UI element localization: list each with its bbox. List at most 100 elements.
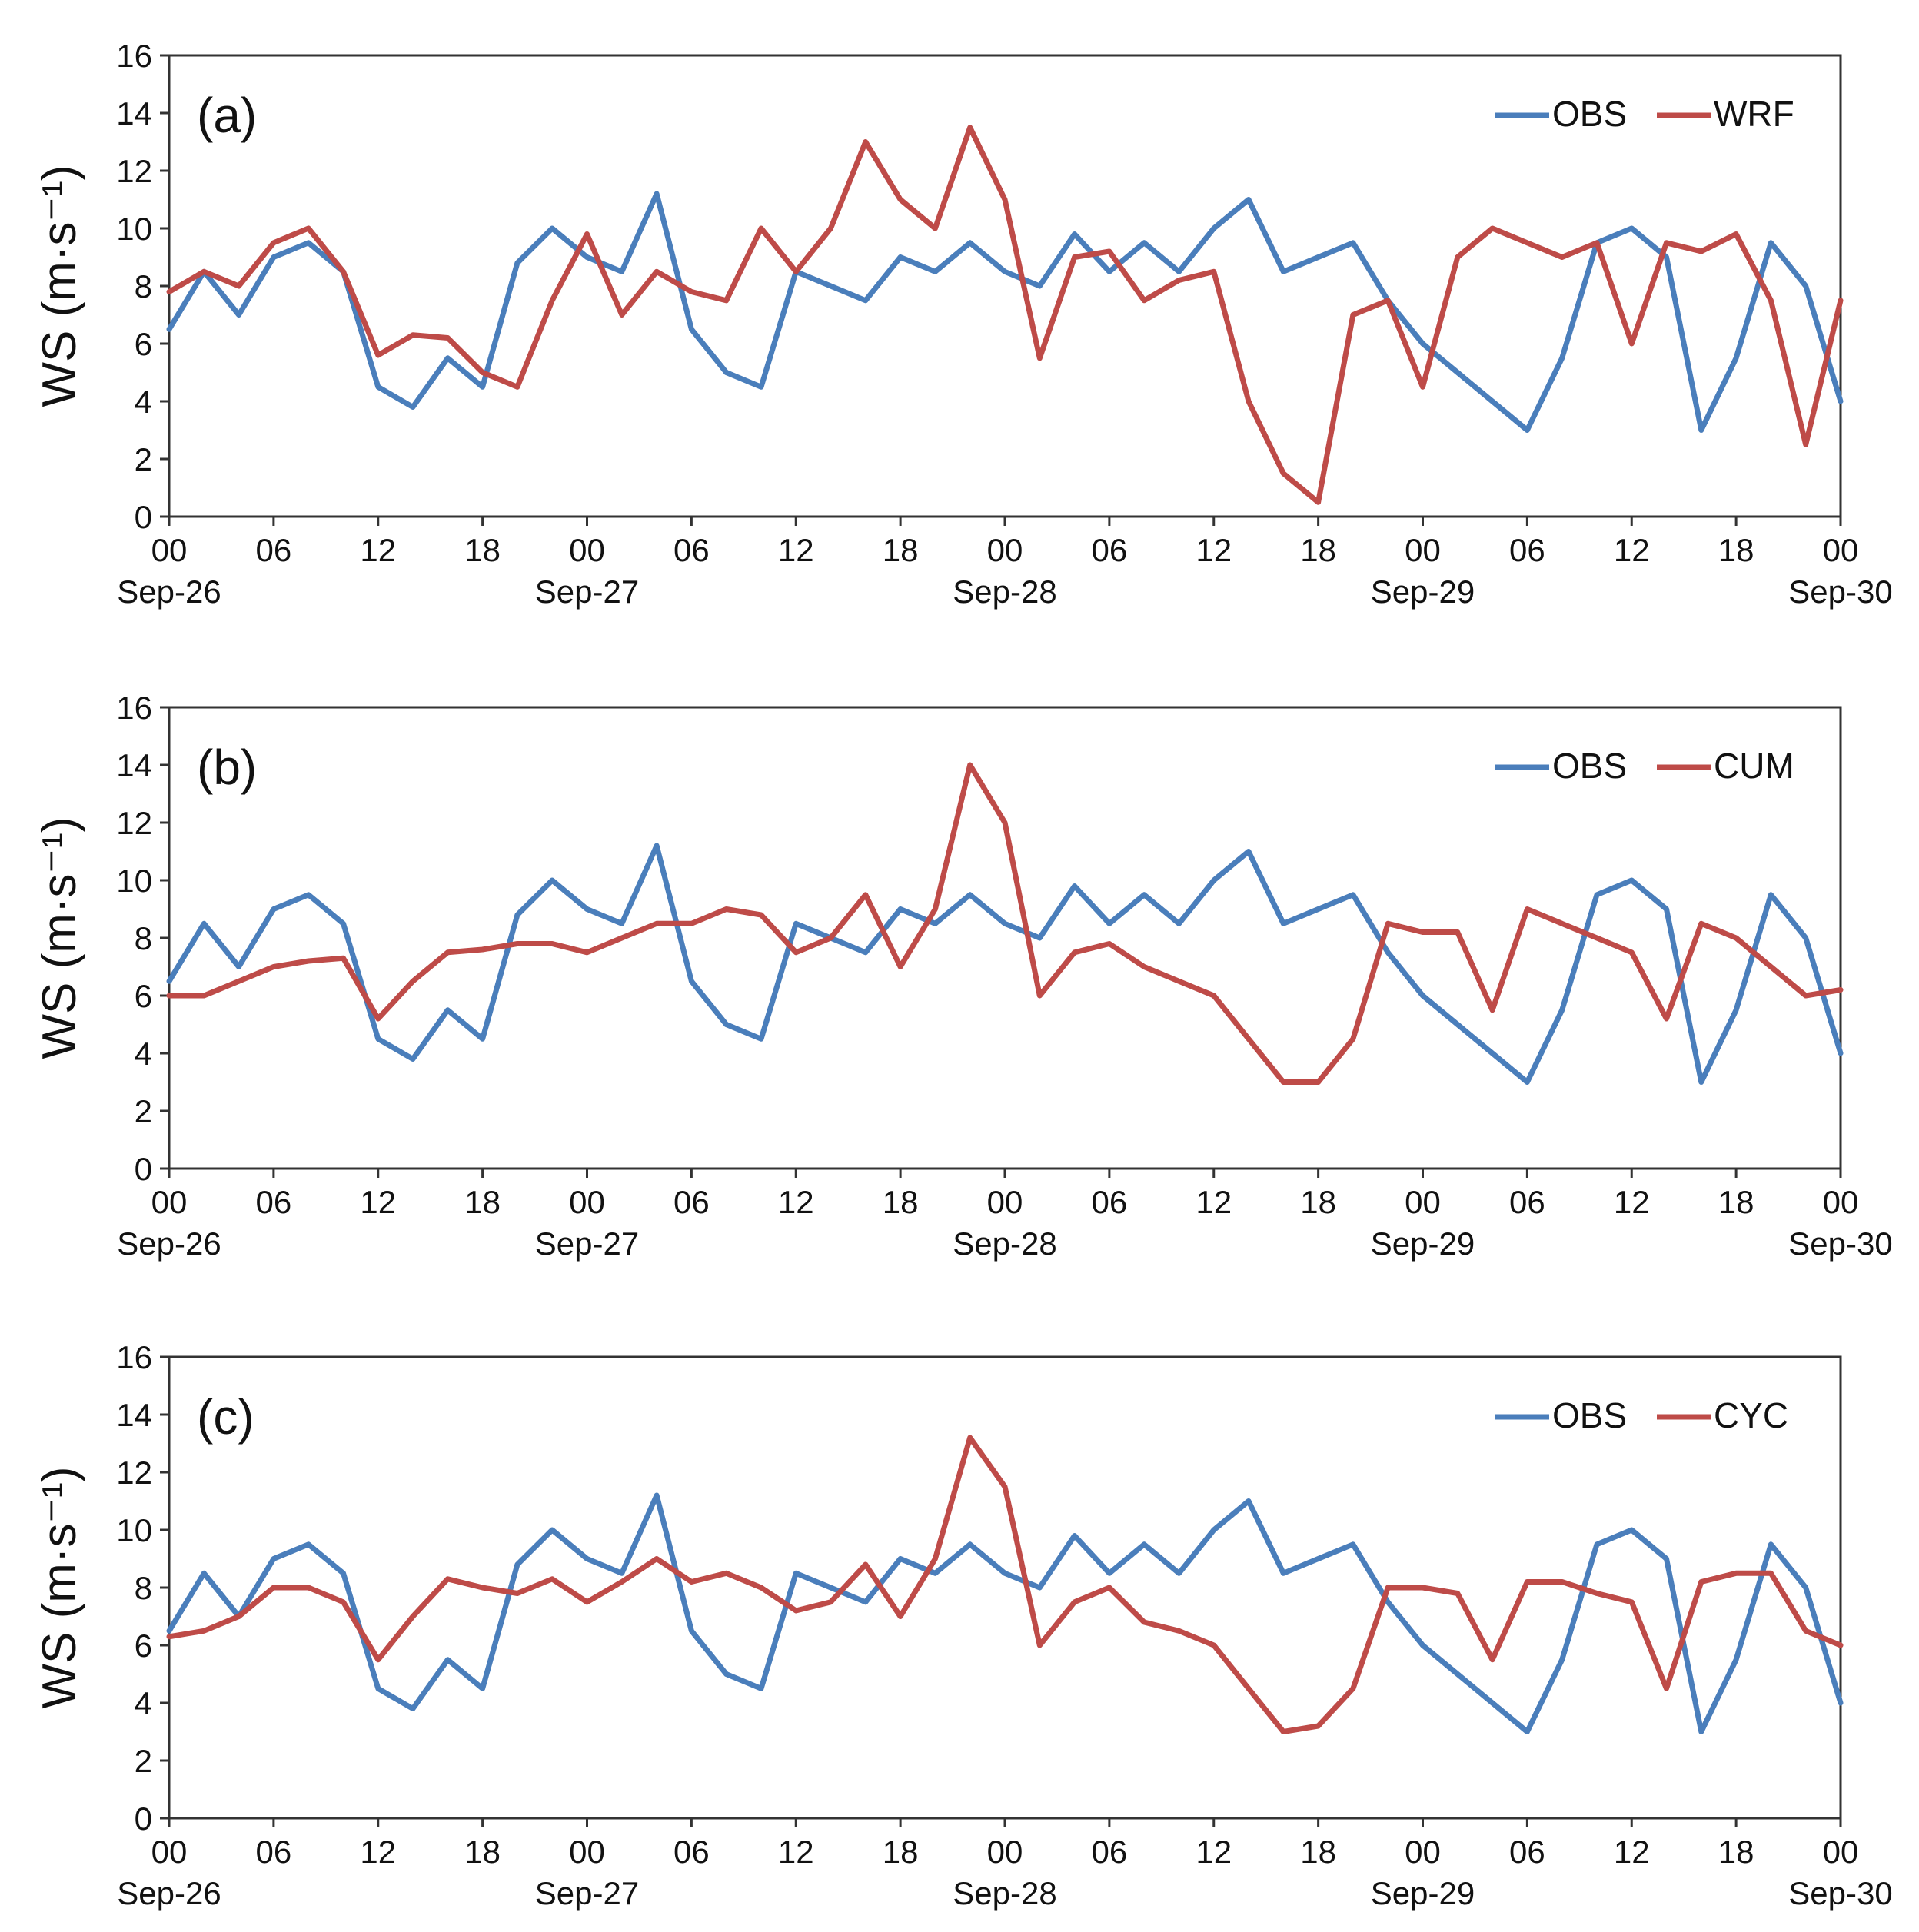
x-tick-label: 12 [360,532,396,568]
x-tick-label: 00 [1405,1834,1441,1870]
x-tick-label: 06 [256,532,292,568]
x-tick-label: 06 [1509,1834,1545,1870]
y-axis-label: WS (m·s⁻¹) [33,1466,86,1708]
x-date-label: Sep-29 [1371,1875,1475,1911]
x-tick-label: 18 [1718,1834,1754,1870]
x-tick-label: 12 [778,1834,814,1870]
x-tick-label: 06 [1092,1184,1128,1220]
y-tick-label: 14 [116,95,152,131]
x-date-label: Sep-28 [953,1875,1056,1911]
y-tick-label: 2 [135,1093,152,1129]
x-date-label: Sep-27 [535,574,639,610]
y-axis-label: WS (m·s⁻¹) [33,165,86,407]
x-tick-label: 00 [151,1834,188,1870]
x-tick-label: 00 [151,1184,188,1220]
x-date-label: Sep-29 [1371,574,1475,610]
x-tick-label: 12 [360,1184,396,1220]
x-tick-label: 06 [1509,532,1545,568]
y-tick-label: 8 [135,1570,152,1606]
legend-label-cum: CUM [1714,746,1794,786]
x-tick-label: 06 [1092,1834,1128,1870]
y-tick-label: 0 [135,499,152,535]
y-tick-label: 4 [135,384,152,420]
x-tick-label: 18 [883,532,919,568]
x-tick-label: 00 [1823,1834,1859,1870]
x-tick-label: 06 [673,1834,710,1870]
y-tick-label: 0 [135,1151,152,1187]
x-tick-label: 18 [1718,1184,1754,1220]
x-tick-label: 00 [987,1184,1023,1220]
x-tick-label: 18 [464,1834,501,1870]
x-tick-label: 18 [883,1834,919,1870]
y-tick-label: 6 [135,1628,152,1664]
x-tick-label: 00 [151,532,188,568]
y-tick-label: 14 [116,1397,152,1433]
x-tick-label: 12 [1614,532,1650,568]
y-tick-label: 16 [116,38,152,74]
x-date-label: Sep-27 [535,1875,639,1911]
series-line-cum [166,762,1844,1085]
x-date-label: Sep-28 [953,574,1056,610]
x-tick-label: 12 [1614,1834,1650,1870]
x-tick-label: 12 [360,1834,396,1870]
series-line-obs [166,191,1844,433]
series-line-wrf [166,125,1844,505]
x-tick-label: 18 [1718,532,1754,568]
x-tick-label: 12 [1196,1834,1232,1870]
x-tick-label: 00 [569,532,605,568]
series-line-cyc [166,1435,1844,1734]
y-tick-label: 10 [116,1512,152,1548]
x-date-label: Sep-26 [117,1875,221,1911]
x-date-label: Sep-26 [117,574,221,610]
y-tick-label: 10 [116,211,152,247]
x-date-label: Sep-30 [1788,1875,1892,1911]
y-tick-label: 12 [116,1455,152,1491]
series-line-obs [166,843,1844,1085]
x-tick-label: 18 [464,532,501,568]
x-tick-label: 12 [1196,532,1232,568]
legend-label-cyc: CYC [1714,1395,1788,1435]
x-tick-label: 12 [778,1184,814,1220]
y-tick-label: 6 [135,326,152,362]
y-tick-label: 2 [135,1743,152,1779]
x-tick-label: 18 [1300,1834,1336,1870]
x-tick-label: 00 [1823,532,1859,568]
y-axis-label: WS (m·s⁻¹) [33,816,86,1059]
y-tick-label: 8 [135,920,152,956]
legend-label-obs: OBS [1552,94,1627,134]
x-tick-label: 00 [569,1184,605,1220]
x-tick-label: 06 [256,1834,292,1870]
x-tick-label: 12 [1196,1184,1232,1220]
legend-label-wrf: WRF [1714,94,1794,134]
panel-label: (c) [197,1389,254,1445]
x-tick-label: 18 [1300,532,1336,568]
x-date-label: Sep-28 [953,1225,1056,1262]
y-tick-label: 4 [135,1036,152,1072]
x-tick-label: 12 [1614,1184,1650,1220]
x-tick-label: 00 [987,1834,1023,1870]
panel-label: (a) [197,88,257,143]
y-tick-label: 10 [116,863,152,899]
x-tick-label: 00 [1405,1184,1441,1220]
x-tick-label: 00 [569,1834,605,1870]
x-tick-label: 06 [1092,532,1128,568]
series-line-obs [166,1492,1844,1734]
x-tick-label: 06 [1509,1184,1545,1220]
x-tick-label: 12 [778,532,814,568]
x-tick-label: 06 [673,1184,710,1220]
panel-label: (b) [197,740,257,795]
y-tick-label: 2 [135,441,152,477]
y-tick-label: 14 [116,747,152,783]
x-tick-label: 00 [987,532,1023,568]
y-tick-label: 16 [116,1339,152,1375]
y-tick-label: 12 [116,153,152,189]
x-tick-label: 06 [256,1184,292,1220]
y-tick-label: 12 [116,805,152,841]
x-date-label: Sep-30 [1788,574,1892,610]
y-tick-label: 8 [135,268,152,304]
x-tick-label: 00 [1823,1184,1859,1220]
x-tick-label: 18 [464,1184,501,1220]
x-date-label: Sep-30 [1788,1225,1892,1262]
